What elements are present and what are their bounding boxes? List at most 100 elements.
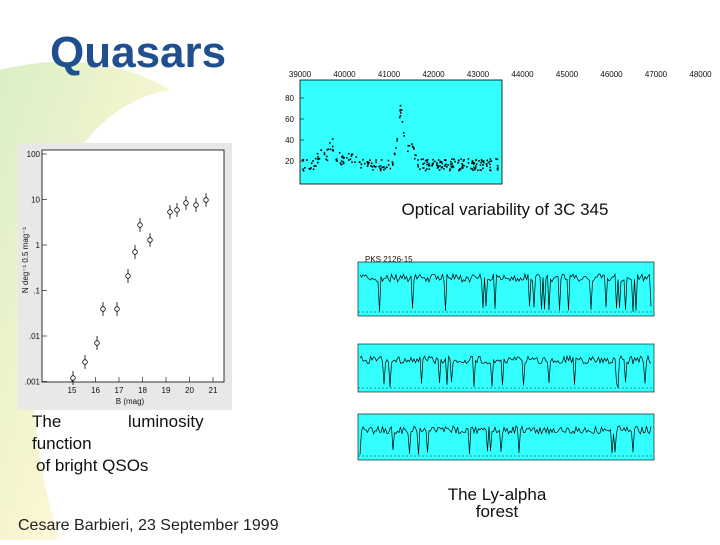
decorative-point	[486, 159, 488, 162]
decorative-point	[472, 169, 475, 172]
spectra-figure: PKS 2126-15	[357, 255, 655, 461]
x-tick-label: 42000	[422, 70, 445, 79]
decorative-point	[94, 340, 100, 346]
decorative-point	[349, 158, 352, 161]
decorative-point	[490, 160, 493, 162]
decorative-point	[329, 142, 331, 144]
x-tick-label: 40000	[333, 70, 356, 79]
decorative-point	[450, 160, 452, 163]
decorative-point	[359, 161, 361, 163]
decorative-point	[399, 108, 402, 111]
decorative-point	[373, 165, 376, 168]
y-tick-label: 60	[285, 115, 294, 124]
decorative-point	[489, 169, 492, 172]
decorative-point	[432, 162, 434, 165]
decorative-point	[480, 161, 482, 164]
decorative-point	[318, 157, 321, 160]
decorative-point	[495, 158, 497, 160]
decorative-point	[375, 159, 377, 161]
decorative-point	[304, 167, 306, 169]
decorative-point	[461, 162, 463, 165]
decorative-point	[424, 169, 427, 172]
y-axis-label: N deg⁻¹ 0.5 mag⁻¹	[21, 227, 30, 294]
x-tick-label: 46000	[600, 70, 623, 79]
luminosity-caption-line: The luminosity	[32, 412, 204, 431]
decorative-point	[393, 152, 396, 155]
luminosity-figure: 100 10 1 .1 .01 .001 15 16 17 18 19 20 21 B (mag) N de…	[18, 143, 232, 410]
x-tick-label: 17	[115, 386, 124, 395]
decorative-point	[392, 164, 394, 166]
decorative-point	[425, 159, 428, 162]
decorative-point	[302, 168, 304, 171]
variability-caption: Optical variability of 3C 345	[402, 200, 609, 219]
decorative-point	[329, 148, 332, 151]
decorative-point	[355, 156, 358, 158]
decorative-point	[380, 168, 382, 171]
decorative-point	[302, 159, 305, 161]
y-tick-label: .01	[29, 332, 41, 341]
decorative-point	[496, 158, 499, 161]
decorative-point	[360, 163, 363, 166]
decorative-point	[320, 149, 322, 151]
decorative-point	[482, 161, 485, 164]
decorative-point	[437, 159, 440, 161]
decorative-point	[317, 158, 319, 160]
y-tick-label: 80	[285, 94, 294, 103]
decorative-point	[399, 112, 402, 114]
decorative-point	[312, 160, 314, 162]
decorative-point	[449, 168, 451, 171]
decorative-point	[340, 163, 342, 166]
decorative-point	[426, 163, 428, 166]
y-tick-label: 100	[27, 150, 41, 159]
plot-frame	[299, 79, 503, 185]
decorative-point	[459, 167, 461, 170]
decorative-point	[308, 167, 311, 170]
decorative-point	[451, 166, 453, 169]
decorative-point	[441, 162, 444, 165]
decorative-point	[489, 163, 491, 166]
decorative-point	[327, 148, 330, 151]
decorative-point	[368, 161, 370, 164]
decorative-point	[302, 159, 304, 162]
decorative-point	[342, 161, 345, 163]
decorative-point	[482, 160, 485, 162]
luminosity-caption-line: of bright QSOs	[36, 456, 148, 475]
decorative-point	[446, 165, 448, 168]
decorative-point	[441, 166, 444, 168]
decorative-point	[458, 169, 460, 172]
decorative-point	[193, 202, 199, 208]
decorative-point	[351, 161, 353, 163]
decorative-point	[472, 163, 475, 165]
decorative-point	[460, 158, 462, 160]
decorative-point	[326, 155, 328, 158]
decorative-point	[398, 116, 401, 119]
decorative-point	[417, 165, 420, 168]
decorative-point	[467, 158, 470, 160]
decorative-point	[420, 158, 423, 161]
x-tick-label: 15	[68, 386, 77, 395]
decorative-point	[426, 158, 429, 161]
decorative-point	[367, 163, 369, 166]
decorative-point	[463, 159, 465, 161]
spectrum-panel	[357, 343, 655, 393]
decorative-point	[339, 162, 342, 164]
decorative-point	[367, 162, 369, 164]
decorative-point	[471, 168, 473, 170]
decorative-point	[360, 166, 362, 169]
decorative-point	[425, 168, 428, 170]
decorative-point	[412, 146, 414, 148]
decorative-point	[439, 160, 442, 163]
decorative-point	[314, 157, 317, 160]
decorative-point	[410, 143, 413, 145]
decorative-point	[427, 164, 430, 167]
decorative-point	[331, 138, 334, 140]
decorative-point	[437, 166, 440, 169]
decorative-point	[342, 162, 345, 165]
decorative-point	[381, 166, 384, 169]
x-axis-label: B (mag)	[116, 397, 145, 406]
decorative-point	[496, 167, 499, 170]
x-tick-label: 44000	[511, 70, 534, 79]
decorative-point	[383, 168, 385, 171]
y-tick-label: 10	[31, 196, 40, 205]
decorative-point	[379, 165, 382, 167]
